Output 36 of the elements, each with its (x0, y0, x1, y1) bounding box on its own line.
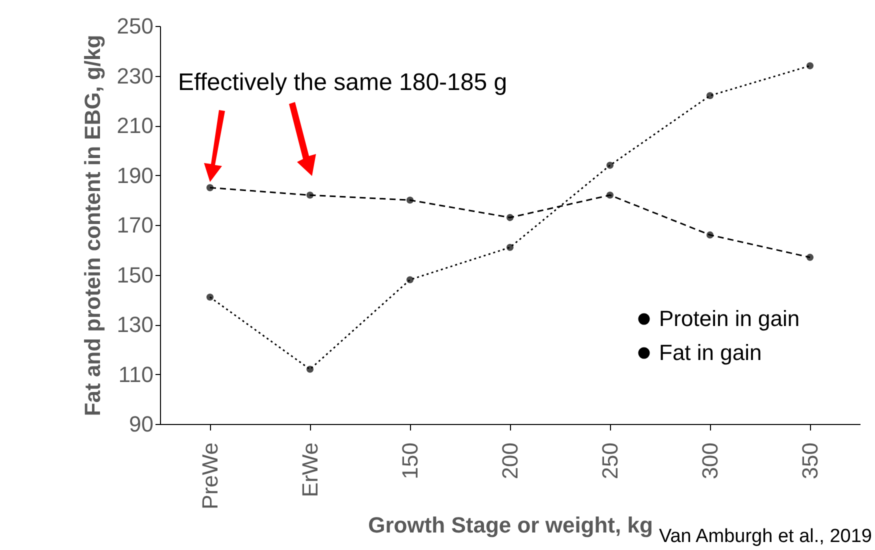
y-tick-label: 110 (118, 362, 154, 387)
x-tick-label: ErWe (298, 442, 322, 498)
x-tick-label: 350 (798, 442, 822, 480)
point (606, 192, 614, 199)
point (206, 294, 214, 301)
legend-label: Fat in gain (659, 340, 762, 365)
annotation: Effectively the same 180-185 g (178, 69, 508, 96)
y-tick-label: 230 (116, 63, 154, 88)
point (206, 184, 214, 192)
point (806, 254, 814, 261)
point (606, 162, 614, 169)
point (706, 231, 714, 238)
y-tick-label: 210 (116, 113, 154, 138)
point (506, 244, 514, 251)
y-axis-title: Fat and protein content in EBG, g/kg (80, 34, 105, 416)
x-tick-label: 300 (698, 442, 722, 480)
x-tick-label: PreWe (198, 442, 222, 510)
point (306, 366, 314, 373)
y-tick-label: 170 (116, 212, 154, 238)
point (706, 92, 714, 100)
y-tick-label: 190 (116, 162, 154, 188)
y-tick-label: 130 (116, 312, 154, 337)
x-axis-title: Growth Stage or weight, kg (368, 512, 653, 538)
x-tick-label: 250 (598, 442, 622, 480)
legend-label: Protein in gain (659, 306, 800, 331)
y-tick-label: 90 (129, 412, 154, 436)
x-tick-label: 200 (498, 442, 522, 480)
y-tick-label: 150 (116, 262, 154, 288)
point (306, 192, 314, 199)
y-tick-label: 250 (116, 14, 154, 38)
point (406, 196, 414, 204)
x-tick-label: 150 (398, 442, 422, 480)
point (506, 214, 514, 222)
point (406, 276, 414, 284)
point (806, 62, 814, 70)
text: Van Amburgh et al., 2019 (658, 526, 872, 547)
